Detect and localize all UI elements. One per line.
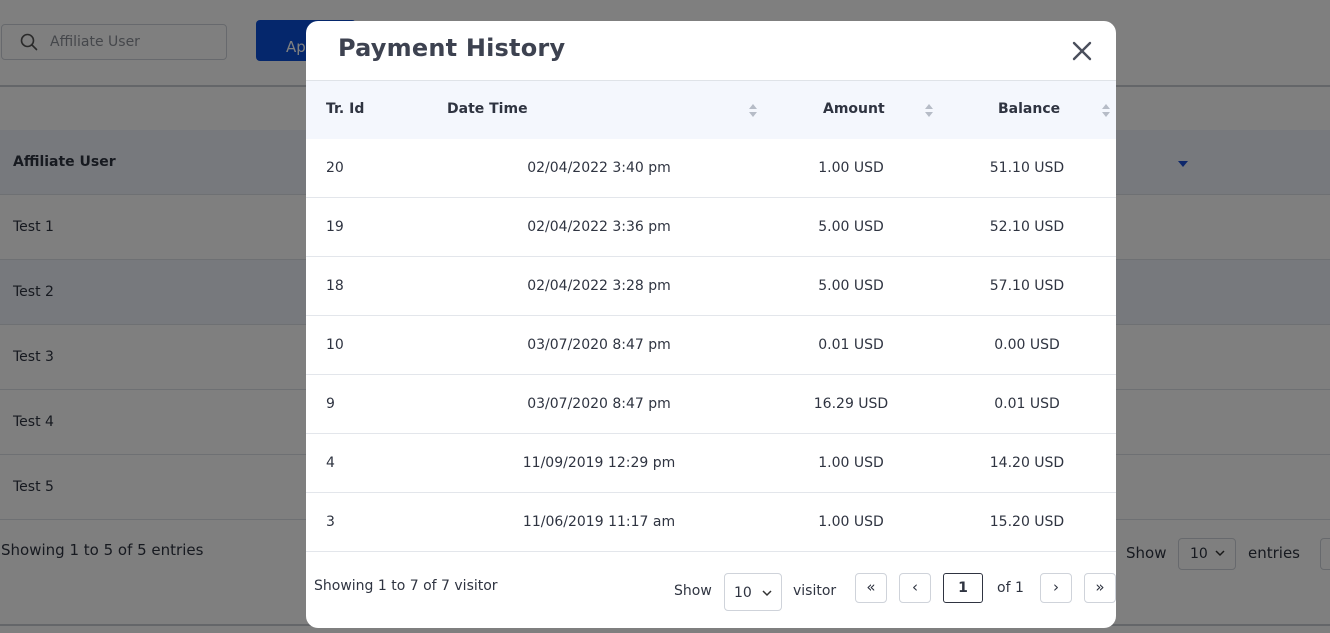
column-header-tr-id[interactable]: Tr. Id — [326, 101, 365, 117]
cell-tr-id: 3 — [326, 514, 335, 530]
payment-table-header: Tr. Id Date Time Amount Balance — [306, 81, 1116, 139]
column-header-date-time[interactable]: Date Time — [447, 101, 528, 117]
cell-balance: 0.01 USD — [994, 396, 1060, 412]
cell-tr-id: 10 — [326, 337, 344, 353]
table-row: 19 02/04/2022 3:36 pm 5.00 USD 52.10 USD — [306, 198, 1116, 257]
show-label: Show — [674, 583, 712, 599]
table-row: 4 11/09/2019 12:29 pm 1.00 USD 14.20 USD — [306, 434, 1116, 493]
cell-balance: 0.00 USD — [994, 337, 1060, 353]
cell-tr-id: 4 — [326, 455, 335, 471]
table-row: 3 11/06/2019 11:17 am 1.00 USD 15.20 USD — [306, 493, 1116, 552]
cell-balance: 15.20 USD — [989, 514, 1065, 530]
close-icon[interactable] — [1069, 38, 1095, 64]
cell-balance: 14.20 USD — [989, 455, 1065, 471]
cell-tr-id: 9 — [326, 396, 335, 412]
payment-history-modal: Payment History Tr. Id Date Time Amount … — [306, 21, 1116, 628]
table-row: 18 02/04/2022 3:28 pm 5.00 USD 57.10 USD — [306, 257, 1116, 316]
table-row: 9 03/07/2020 8:47 pm 16.29 USD 0.01 USD — [306, 375, 1116, 434]
sort-icon[interactable] — [1102, 104, 1110, 117]
cell-balance: 52.10 USD — [989, 219, 1065, 235]
cell-amount: 1.00 USD — [818, 160, 884, 176]
cell-date-time: 02/04/2022 3:36 pm — [527, 219, 671, 235]
sort-icon[interactable] — [749, 104, 757, 117]
column-header-balance[interactable]: Balance — [998, 101, 1061, 117]
column-header-amount[interactable]: Amount — [823, 101, 885, 117]
cell-amount: 16.29 USD — [813, 396, 889, 412]
modal-footer: Showing 1 to 7 of 7 visitor Show 10 visi… — [306, 561, 1116, 628]
table-row: 20 02/04/2022 3:40 pm 1.00 USD 51.10 USD — [306, 139, 1116, 198]
cell-amount: 0.01 USD — [818, 337, 884, 353]
cell-tr-id: 20 — [326, 160, 344, 176]
cell-balance: 51.10 USD — [989, 160, 1065, 176]
cell-date-time: 03/07/2020 8:47 pm — [527, 396, 671, 412]
cell-tr-id: 19 — [326, 219, 344, 235]
cell-date-time: 02/04/2022 3:28 pm — [527, 278, 671, 294]
cell-balance: 57.10 USD — [989, 278, 1065, 294]
chevron-down-icon — [762, 590, 772, 597]
cell-amount: 1.00 USD — [818, 455, 884, 471]
cell-amount: 5.00 USD — [818, 278, 884, 294]
modal-header: Payment History — [306, 21, 1116, 81]
visitor-label: visitor — [793, 583, 837, 599]
sort-icon[interactable] — [925, 104, 933, 117]
cell-tr-id: 18 — [326, 278, 344, 294]
cell-date-time: 11/06/2019 11:17 am — [522, 514, 676, 530]
modal-title: Payment History — [338, 34, 566, 62]
first-page-button[interactable]: « — [855, 573, 887, 603]
next-page-button[interactable]: › — [1040, 573, 1072, 603]
table-row: 10 03/07/2020 8:47 pm 0.01 USD 0.00 USD — [306, 316, 1116, 375]
payment-table-body: 20 02/04/2022 3:40 pm 1.00 USD 51.10 USD… — [306, 139, 1116, 552]
cell-amount: 5.00 USD — [818, 219, 884, 235]
visitor-info: Showing 1 to 7 of 7 visitor — [314, 578, 498, 594]
cell-amount: 1.00 USD — [818, 514, 884, 530]
prev-page-button[interactable]: ‹ — [899, 573, 931, 603]
cell-date-time: 03/07/2020 8:47 pm — [527, 337, 671, 353]
page-size-select[interactable]: 10 — [724, 573, 782, 611]
last-page-button[interactable]: » — [1084, 573, 1116, 603]
page-size-value: 10 — [734, 585, 752, 601]
current-page-input[interactable]: 1 — [943, 573, 983, 603]
cell-date-time: 02/04/2022 3:40 pm — [527, 160, 671, 176]
cell-date-time: 11/09/2019 12:29 pm — [522, 455, 676, 471]
page-count-label: of 1 — [997, 580, 1024, 596]
